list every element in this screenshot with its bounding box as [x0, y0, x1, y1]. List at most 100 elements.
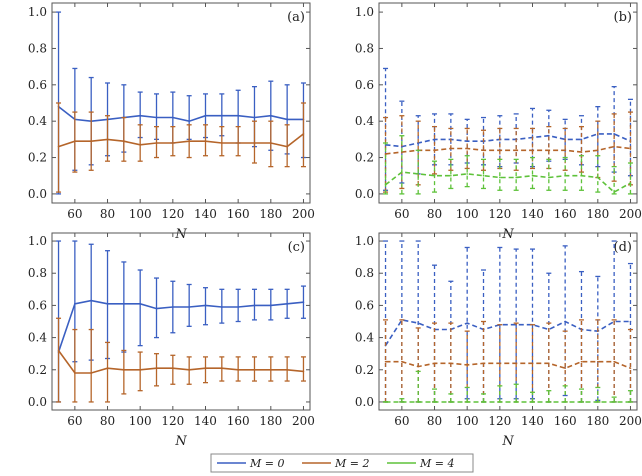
data-point [629, 182, 632, 184]
data-point [172, 306, 174, 308]
data-point [253, 116, 256, 119]
y-tick-label: 0.0 [355, 187, 374, 201]
data-point [384, 184, 387, 186]
y-tick-label: 0.0 [28, 187, 47, 201]
x-tick-label: 180 [259, 207, 282, 221]
plot-frame [378, 2, 638, 204]
data-point [155, 307, 158, 310]
x-tick-label: 120 [488, 207, 511, 221]
data-point [155, 367, 158, 369]
data-point [188, 120, 190, 122]
data-point [302, 301, 305, 303]
data-point [433, 174, 436, 177]
data-point [580, 138, 583, 141]
data-point [417, 365, 419, 368]
data-point [433, 362, 436, 365]
data-point [499, 149, 501, 152]
data-point [384, 360, 387, 363]
y-tick-label: 1.0 [28, 5, 47, 19]
data-point [221, 114, 223, 117]
x-tick-label: 160 [227, 207, 250, 221]
data-point [188, 140, 190, 142]
data-point [204, 140, 207, 142]
data-point [580, 151, 583, 153]
x-axis-label: N [501, 227, 514, 242]
data-point [433, 401, 436, 403]
panel-label: (d) [614, 240, 632, 255]
data-point [450, 401, 452, 403]
data-point [253, 368, 256, 371]
data-point [188, 368, 190, 371]
y-tick-label: 0.0 [355, 395, 374, 409]
data-point [123, 303, 125, 305]
panel-3: 0.0 0.2 0.4 0.6 0.8 1.0 60 80 100 120 140 160 180 200… [355, 232, 642, 449]
data-point [466, 401, 468, 403]
data-point [531, 362, 534, 365]
data-point [597, 176, 599, 179]
data-point [270, 368, 272, 371]
data-point [482, 174, 485, 177]
x-tick-label: 60 [394, 414, 409, 428]
y-tick-label: 0.4 [28, 114, 47, 128]
data-point [531, 401, 534, 403]
series-m0 [383, 67, 633, 191]
data-point [613, 191, 615, 193]
data-point [548, 401, 550, 403]
x-tick-label: 80 [100, 414, 115, 428]
y-tick-label: 0.6 [28, 298, 47, 312]
series-m2 [56, 102, 306, 193]
data-point [466, 140, 468, 142]
data-point [57, 145, 60, 148]
panel-2: 0.0 0.2 0.4 0.6 0.8 1.0 60 80 100 120 140 160 180 200… [28, 232, 315, 449]
y-tick-label: 0.4 [28, 331, 47, 345]
data-point [515, 149, 517, 152]
data-point [139, 368, 141, 371]
data-point [139, 114, 141, 117]
data-point [613, 133, 615, 135]
series-line [385, 360, 631, 370]
x-tick-label: 200 [292, 414, 315, 428]
legend-label-m0: M = 0 [249, 457, 284, 470]
data-point [548, 134, 550, 137]
x-axis-label: N [501, 434, 514, 449]
data-point [384, 153, 387, 155]
y-tick-label: 0.6 [355, 298, 374, 312]
plot-frame [51, 232, 311, 411]
data-point [253, 304, 256, 307]
y-tick-label: 0.6 [355, 78, 374, 92]
data-point [531, 174, 534, 177]
y-tick-label: 0.2 [28, 363, 47, 377]
data-point [482, 401, 485, 403]
data-point [286, 118, 288, 121]
x-tick-label: 100 [456, 207, 479, 221]
series-m0 [56, 240, 306, 403]
x-tick-label: 200 [619, 207, 642, 221]
x-tick-label: 180 [259, 414, 282, 428]
series-line [58, 133, 304, 148]
y-tick-label: 0.2 [355, 363, 374, 377]
data-point [90, 372, 92, 374]
data-point [401, 360, 403, 363]
data-point [123, 140, 125, 142]
data-point [433, 149, 436, 152]
data-point [466, 173, 468, 175]
x-tick-label: 140 [521, 414, 544, 428]
data-point [237, 114, 239, 117]
chart-panels: 0.0 0.2 0.4 0.6 0.8 1.0 60 80 100 120 140 160 180 200… [28, 2, 642, 449]
data-point [597, 360, 599, 363]
plot-frame [378, 232, 638, 411]
data-point [580, 360, 583, 363]
data-point [466, 364, 468, 366]
data-point [270, 304, 272, 307]
series-m0 [383, 240, 633, 403]
series-line [57, 350, 304, 374]
data-point [204, 304, 207, 307]
data-point [613, 360, 615, 363]
series-m4 [383, 135, 633, 195]
legend-box [210, 453, 474, 473]
data-point [597, 149, 599, 152]
x-tick-label: 120 [161, 207, 184, 221]
data-point [188, 306, 190, 308]
y-tick-label: 1.0 [355, 234, 374, 248]
